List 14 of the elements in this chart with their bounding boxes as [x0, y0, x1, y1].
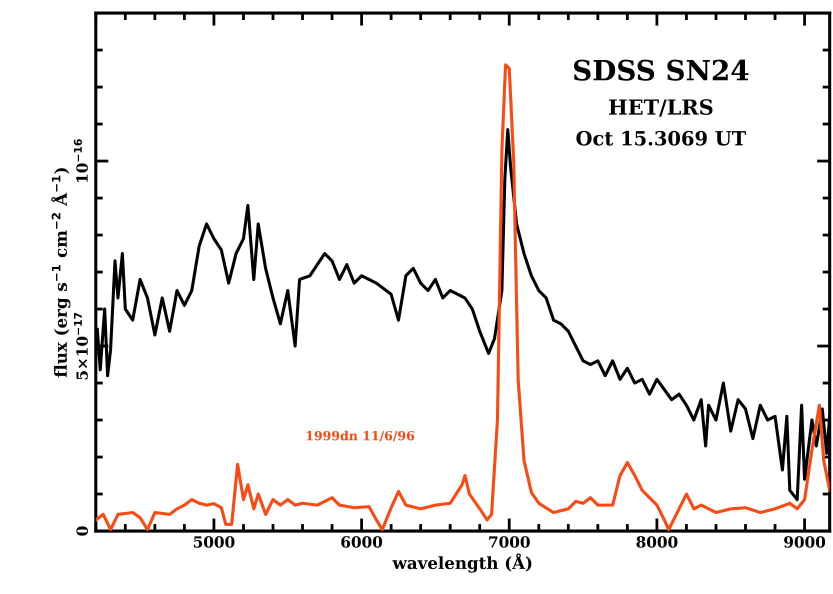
x-tick-label: 9000 [784, 536, 826, 548]
x-tick-label: 5000 [194, 536, 234, 548]
y-axis-title: flux (erg s$^{−1}$ cm$^{−2}$ Å$^{−1}$) [51, 168, 70, 378]
x-tick-label: 8000 [636, 536, 678, 548]
x-tick-label: 7000 [489, 536, 530, 548]
x-axis-title: wavelength (Å) [392, 553, 532, 573]
text: 1999dn 11/6/96 [306, 430, 414, 442]
y-tick-label: 0 [76, 526, 88, 536]
text: SDSS SN24 [574, 60, 748, 81]
y-tick-label: 10$^{−16}$ [74, 139, 88, 182]
x-tick-label: 6000 [341, 536, 382, 548]
text: HET/LRS [609, 99, 712, 117]
annotation: Oct 15.3069 UT [576, 130, 746, 146]
y-tick-label: 5×10$^{−17}$ [74, 312, 88, 380]
